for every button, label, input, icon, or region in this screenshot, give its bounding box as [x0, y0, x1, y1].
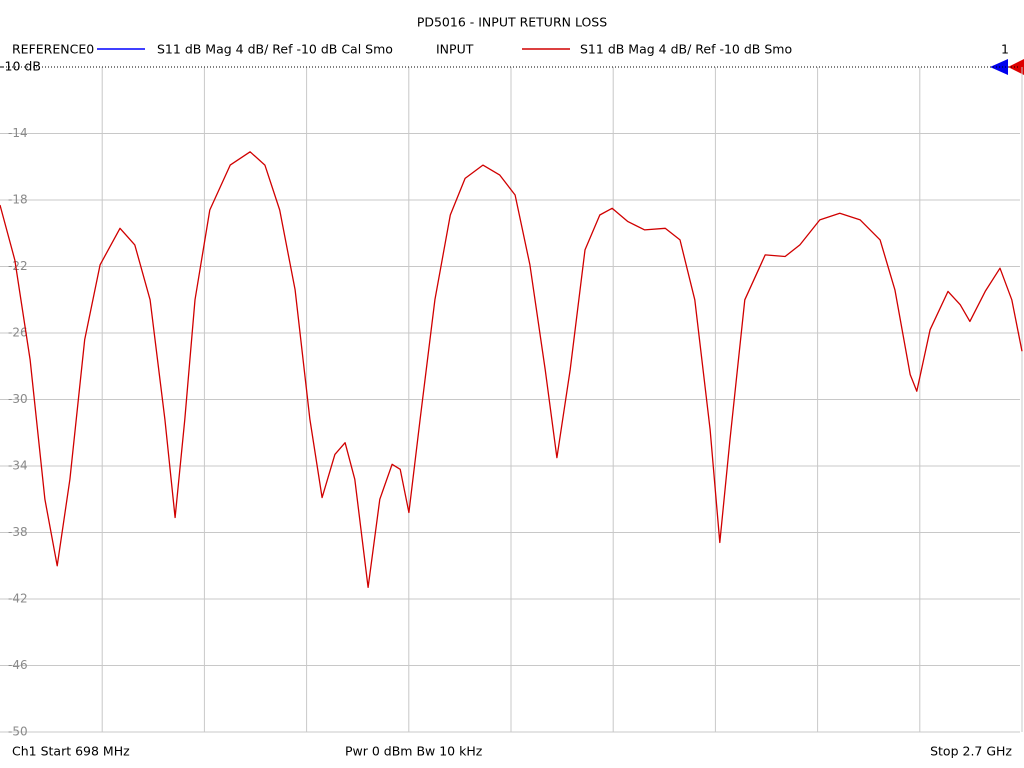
chart-title: PD5016 - INPUT RETURN LOSS: [417, 15, 607, 30]
legend-description: S11 dB Mag 4 dB/ Ref -10 dB Cal Smo: [157, 42, 393, 57]
y-tick-label: -30: [8, 392, 28, 406]
y-tick-label: -18: [8, 193, 28, 207]
legend-label: INPUT: [436, 42, 474, 57]
y-tick-label: -10 dB: [0, 59, 41, 74]
y-tick-label: -42: [8, 592, 28, 606]
legend-description: S11 dB Mag 4 dB/ Ref -10 dB Smo: [580, 42, 792, 57]
y-tick-label: -34: [8, 459, 28, 473]
marker-label: 1: [1001, 42, 1009, 57]
data-line: [0, 151, 1023, 589]
y-tick-label: -26: [8, 326, 28, 340]
y-tick-label: -38: [8, 525, 28, 539]
reference-arrow: [1008, 59, 1024, 75]
y-tick-label: -22: [8, 259, 28, 273]
footer-start: Ch1 Start 698 MHz: [12, 744, 130, 759]
footer-center: Pwr 0 dBm Bw 10 kHz: [345, 744, 483, 759]
y-tick-label: -46: [8, 658, 28, 672]
y-tick-label: -50: [8, 725, 28, 739]
footer-stop: Stop 2.7 GHz: [930, 744, 1012, 759]
y-tick-label: -14: [8, 126, 28, 140]
legend-label: REFERENCE0: [12, 42, 94, 57]
